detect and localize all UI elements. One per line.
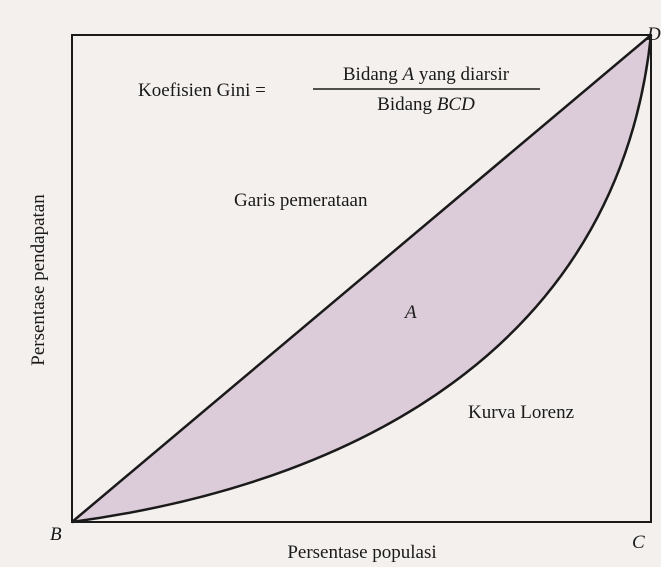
equality-line-label: Garis pemerataan (234, 190, 368, 211)
point-d: D (646, 24, 661, 45)
frame (71, 34, 652, 523)
denominator-symbol: BCD (437, 94, 475, 115)
point-c: C (632, 532, 645, 553)
formula-label: Koefisien Gini = (138, 80, 266, 101)
formula-numerator: Bidang A yang diarsir (343, 64, 510, 85)
formula-denominator: Bidang BCD (377, 94, 475, 115)
denominator-text: Bidang (377, 94, 437, 115)
point-b: B (50, 524, 62, 545)
y-axis-label: Persentase pendapatan (28, 194, 49, 366)
numerator-symbol: A (401, 64, 415, 85)
numerator-text: Bidang (343, 64, 403, 85)
lorenz-curve (71, 34, 653, 524)
numerator-text: yang diarsir (414, 64, 510, 85)
area-label: A (403, 302, 417, 323)
x-axis-label: Persentase populasi (287, 542, 436, 563)
lorenz-curve-label: Kurva Lorenz (468, 402, 574, 423)
equality-line (71, 34, 652, 523)
